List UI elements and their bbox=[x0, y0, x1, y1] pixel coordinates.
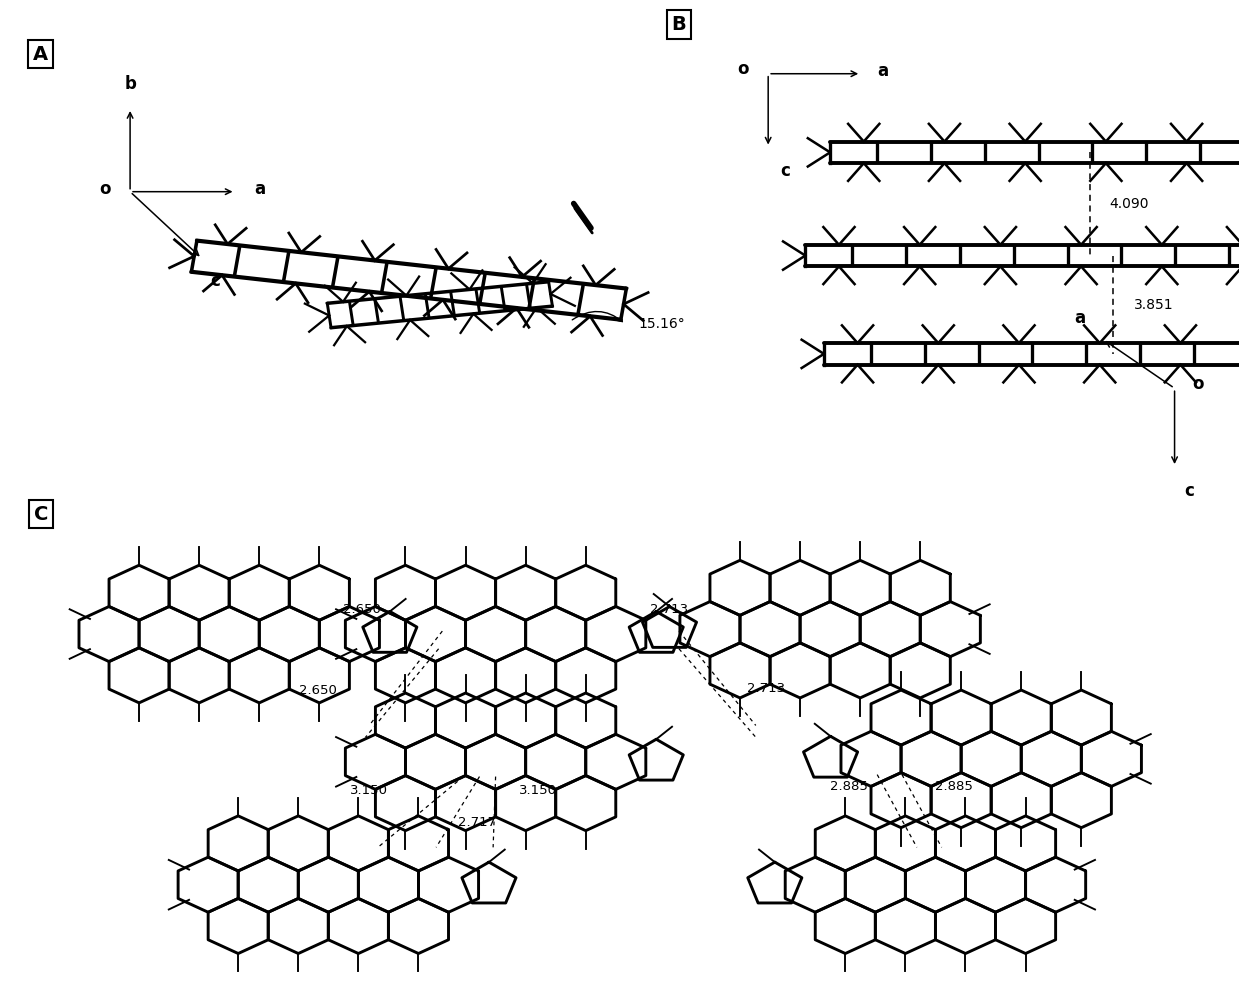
Text: o: o bbox=[99, 180, 110, 198]
Text: a: a bbox=[1074, 310, 1085, 327]
Text: 3.851: 3.851 bbox=[1134, 298, 1173, 312]
Text: a: a bbox=[254, 180, 265, 198]
Text: b: b bbox=[124, 76, 136, 93]
Text: 3.150: 3.150 bbox=[351, 783, 388, 797]
Text: o: o bbox=[1192, 376, 1203, 393]
Text: 3.150: 3.150 bbox=[519, 783, 556, 797]
Text: c: c bbox=[781, 162, 790, 180]
Text: A: A bbox=[33, 44, 48, 64]
Text: 2.885: 2.885 bbox=[935, 780, 973, 793]
Text: 2.650: 2.650 bbox=[300, 683, 337, 697]
Text: 2.713: 2.713 bbox=[747, 681, 784, 695]
Text: 2.885: 2.885 bbox=[830, 780, 867, 793]
Text: 2.713: 2.713 bbox=[650, 603, 688, 616]
Text: c: c bbox=[211, 272, 221, 290]
Text: c: c bbox=[1184, 482, 1194, 499]
Text: o: o bbox=[737, 60, 748, 78]
Text: 15.16°: 15.16° bbox=[638, 318, 685, 331]
Text: B: B bbox=[672, 15, 686, 34]
Text: 2.650: 2.650 bbox=[343, 603, 380, 616]
Text: 2.717: 2.717 bbox=[458, 816, 496, 830]
Text: 4.090: 4.090 bbox=[1109, 197, 1149, 211]
Text: a: a bbox=[877, 62, 888, 80]
Text: C: C bbox=[33, 504, 48, 524]
